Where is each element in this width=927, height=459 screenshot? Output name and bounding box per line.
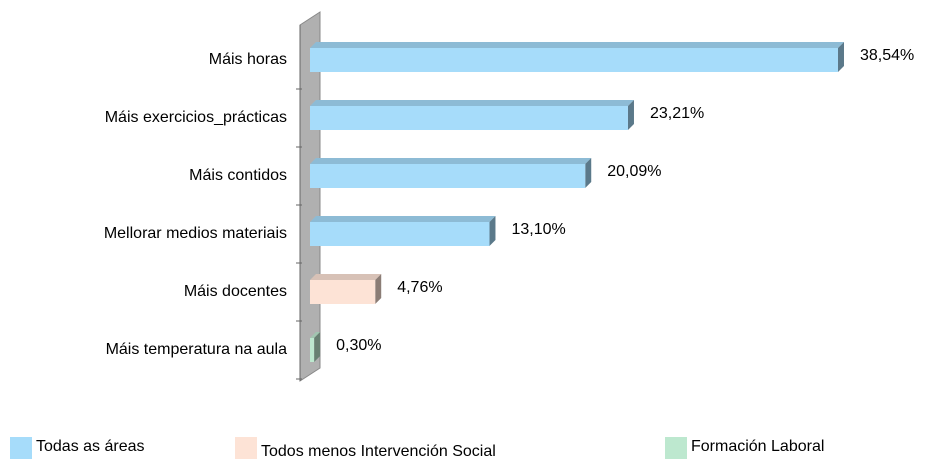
bar <box>310 100 634 130</box>
data-label: 23,21% <box>650 105 704 122</box>
bar-face <box>837 42 844 72</box>
bar-face <box>314 332 321 362</box>
legend-swatch <box>235 437 257 459</box>
bar-face <box>585 158 592 188</box>
data-label: 38,54% <box>860 47 914 64</box>
bar-face <box>310 100 634 106</box>
y-tick-label: Máis docentes <box>184 283 287 300</box>
y-tick-label: Máis horas <box>209 51 287 68</box>
bar <box>310 332 321 362</box>
bar-face <box>310 338 315 362</box>
y-tick-label: Mellorar medios materiais <box>104 225 287 242</box>
legend-label: Formación Laboral <box>691 438 824 455</box>
data-label: 4,76% <box>397 279 442 296</box>
y-tick-label: Máis temperatura na aula <box>106 341 288 358</box>
data-label: 13,10% <box>511 221 565 238</box>
bar-face <box>310 42 844 48</box>
bar-face <box>310 280 376 304</box>
legend-label: Todos menos Intervención Social <box>261 443 496 459</box>
bar-face <box>310 164 586 188</box>
bar-face <box>310 216 496 222</box>
bar <box>310 158 592 188</box>
y-tick-label: Máis exercicios_prácticas <box>105 109 287 126</box>
bar-face <box>310 332 321 338</box>
bar <box>310 216 496 246</box>
bar-face <box>310 158 592 164</box>
data-label: 20,09% <box>607 163 661 180</box>
data-label: 0,30% <box>336 337 381 354</box>
bar-face <box>627 100 634 130</box>
bar <box>310 274 382 304</box>
legend-label: Todas as áreas <box>36 438 145 455</box>
y-tick-label: Máis contidos <box>189 167 287 184</box>
bar-face <box>310 274 382 280</box>
bar-face <box>310 106 628 130</box>
bar <box>310 42 844 72</box>
bar-face <box>310 48 838 72</box>
bar-face <box>310 222 490 246</box>
legend-swatch <box>10 437 32 459</box>
bar-face <box>489 216 496 246</box>
bar-face <box>375 274 382 304</box>
legend-swatch <box>665 437 687 459</box>
